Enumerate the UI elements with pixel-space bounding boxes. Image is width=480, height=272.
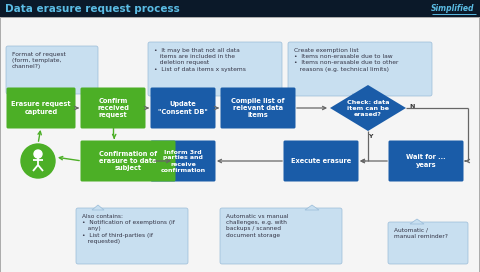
Text: Y: Y <box>368 134 372 139</box>
Polygon shape <box>12 92 22 98</box>
Text: Compile list of
relevant data
items: Compile list of relevant data items <box>231 98 285 118</box>
Text: Simplified: Simplified <box>431 4 474 13</box>
FancyBboxPatch shape <box>81 141 176 181</box>
Text: Check: data
item can be
erased?: Check: data item can be erased? <box>347 100 389 116</box>
Text: Execute erasure: Execute erasure <box>291 158 351 164</box>
Polygon shape <box>305 205 319 210</box>
Text: Automatic /
manual reminder?: Automatic / manual reminder? <box>394 228 448 239</box>
Circle shape <box>21 144 55 178</box>
FancyBboxPatch shape <box>148 42 282 96</box>
Text: Format of request
(form, template,
channel?): Format of request (form, template, chann… <box>12 52 66 69</box>
FancyBboxPatch shape <box>151 141 216 181</box>
Circle shape <box>34 150 42 158</box>
FancyBboxPatch shape <box>220 88 296 128</box>
FancyBboxPatch shape <box>0 0 480 17</box>
Polygon shape <box>330 85 406 131</box>
Text: Create exemption list
•  Items non-erasable due to law
•  Items non-erasable due: Create exemption list • Items non-erasab… <box>294 48 398 72</box>
Text: •  It may be that not all data
   items are included in the
   deletion request
: • It may be that not all data items are … <box>154 48 246 72</box>
FancyBboxPatch shape <box>284 141 359 181</box>
Polygon shape <box>352 94 366 100</box>
FancyBboxPatch shape <box>388 222 468 264</box>
FancyBboxPatch shape <box>7 88 75 128</box>
Text: N: N <box>409 104 414 109</box>
FancyBboxPatch shape <box>76 208 188 264</box>
Text: Automatic vs manual
challenges, e.g. with
backups / scanned
document storage: Automatic vs manual challenges, e.g. wit… <box>226 214 288 238</box>
FancyBboxPatch shape <box>151 88 216 128</box>
FancyBboxPatch shape <box>6 46 98 94</box>
FancyBboxPatch shape <box>388 141 464 181</box>
Polygon shape <box>410 219 424 224</box>
Text: Also contains:
•  Notification of exemptions (if
   any)
•  List of third-partie: Also contains: • Notification of exempti… <box>82 214 175 244</box>
FancyBboxPatch shape <box>81 88 145 128</box>
Text: Inform 3rd
parties and
receive
confirmation: Inform 3rd parties and receive confirmat… <box>160 150 205 172</box>
Text: Wait for ...
years: Wait for ... years <box>406 154 446 168</box>
FancyBboxPatch shape <box>288 42 432 96</box>
Text: Erasure request
captured: Erasure request captured <box>11 101 71 115</box>
Text: Data erasure request process: Data erasure request process <box>5 4 180 14</box>
Text: Confirm
received
request: Confirm received request <box>97 98 129 118</box>
FancyBboxPatch shape <box>220 208 342 264</box>
Polygon shape <box>200 94 214 100</box>
Text: Confirmation of
erasure to data
subject: Confirmation of erasure to data subject <box>99 151 157 171</box>
Polygon shape <box>92 205 104 210</box>
Text: Update
"Consent DB": Update "Consent DB" <box>158 101 208 115</box>
